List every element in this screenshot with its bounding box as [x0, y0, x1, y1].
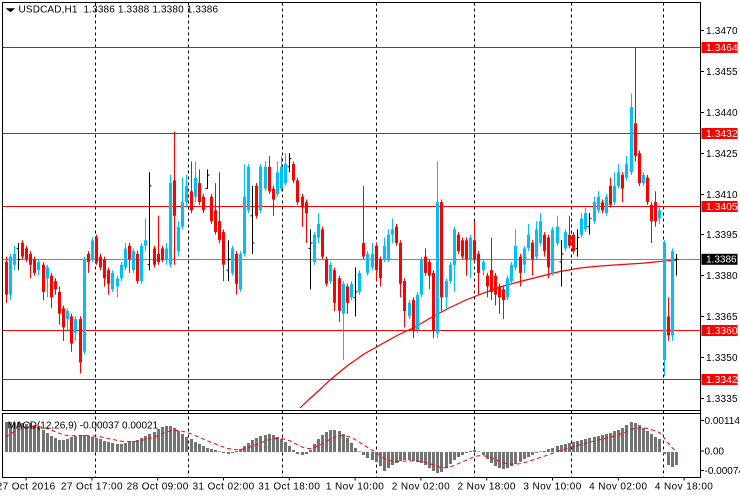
svg-text:1.3342: 1.3342: [706, 375, 738, 386]
svg-text:2 Nov 02:00: 2 Nov 02:00: [392, 482, 450, 493]
svg-text:28 Oct 09:00: 28 Oct 09:00: [127, 482, 189, 493]
svg-text:2 Nov 18:00: 2 Nov 18:00: [458, 482, 516, 493]
svg-text:0.00: 0.00: [705, 446, 725, 457]
svg-text:1.3464: 1.3464: [706, 43, 738, 54]
svg-text:1.3350: 1.3350: [706, 353, 738, 364]
svg-text:27 Oct 2016: 27 Oct 2016: [0, 482, 56, 493]
svg-text:-0.00074: -0.00074: [705, 466, 740, 477]
svg-text:1.3395: 1.3395: [706, 230, 738, 241]
svg-text:1.3360: 1.3360: [706, 326, 738, 337]
svg-text:1.3410: 1.3410: [706, 190, 738, 201]
svg-text:31 Oct 02:00: 31 Oct 02:00: [192, 482, 254, 493]
svg-text:1.3365: 1.3365: [706, 312, 738, 323]
svg-text:MACD(12,26,9) -0.00037 0.00021: MACD(12,26,9) -0.00037 0.00021: [8, 421, 159, 432]
svg-text:1.3440: 1.3440: [706, 108, 738, 119]
svg-text:4 Nov 18:00: 4 Nov 18:00: [655, 482, 713, 493]
svg-text:1.3386: 1.3386: [706, 255, 737, 266]
svg-text:1.3335: 1.3335: [706, 394, 738, 405]
svg-text:4 Nov 02:00: 4 Nov 02:00: [589, 482, 647, 493]
svg-text:0.00114: 0.00114: [705, 416, 740, 427]
svg-text:1.3432: 1.3432: [706, 129, 738, 140]
svg-text:3 Nov 10:00: 3 Nov 10:00: [523, 482, 581, 493]
svg-text:1.3470: 1.3470: [706, 26, 738, 37]
svg-text:31 Oct 18:00: 31 Oct 18:00: [258, 482, 320, 493]
svg-text:1 Nov 10:00: 1 Nov 10:00: [326, 482, 384, 493]
svg-text:1.3455: 1.3455: [706, 67, 738, 78]
svg-text:1.3405: 1.3405: [706, 202, 738, 213]
svg-text:1.3380: 1.3380: [706, 271, 738, 282]
svg-text:27 Oct 17:00: 27 Oct 17:00: [61, 482, 123, 493]
svg-text:1.3425: 1.3425: [706, 149, 738, 160]
svg-text:USDCAD,H1 1.3386 1.3388 1.338: USDCAD,H1 1.3386 1.3388 1.3380 1.3386: [19, 5, 219, 16]
